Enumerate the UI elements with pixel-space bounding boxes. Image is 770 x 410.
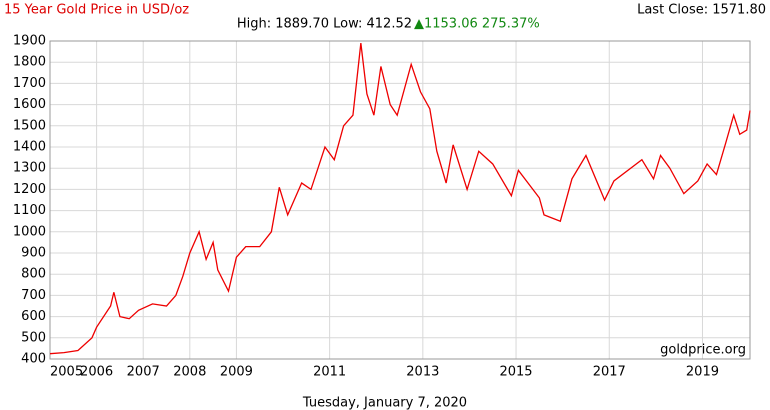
y-tick-label: 1200 — [13, 182, 46, 197]
y-tick-label: 1500 — [13, 118, 46, 133]
subtitle: High: 1889.70 Low: 412.52 — [237, 17, 412, 32]
y-tick-label: 600 — [21, 309, 46, 324]
y-tick-label: 1000 — [13, 224, 46, 239]
x-tick-label: 2008 — [173, 365, 206, 380]
x-tick-label: 2013 — [406, 365, 439, 380]
x-tick-label: 2011 — [313, 365, 346, 380]
chart-title: 15 Year Gold Price in USD/oz — [4, 3, 189, 18]
x-tick-label: 2006 — [80, 365, 113, 380]
price-line — [49, 43, 751, 355]
plot-border — [49, 40, 751, 360]
y-tick-label: 700 — [21, 288, 46, 303]
y-tick-label: 1800 — [13, 55, 46, 70]
last-close: Last Close: 1571.80 — [637, 3, 766, 18]
y-tick-label: 1100 — [13, 203, 46, 218]
y-tick-label: 1300 — [13, 161, 46, 176]
x-axis-label: Tuesday, January 7, 2020 — [302, 396, 467, 410]
y-tick-label: 1600 — [13, 97, 46, 112]
watermark: goldprice.org — [660, 343, 746, 358]
x-tick-label: 2009 — [220, 365, 253, 380]
x-tick-label: 2007 — [127, 365, 160, 380]
y-tick-label: 500 — [21, 330, 46, 345]
y-tick-label: 1400 — [13, 140, 46, 155]
y-tick-label: 800 — [21, 267, 46, 282]
change: ▲1153.06 275.37% — [414, 17, 540, 32]
y-tick-label: 400 — [21, 352, 46, 367]
x-tick-label: 2019 — [686, 365, 719, 380]
x-tick-label: 2017 — [593, 365, 626, 380]
y-tick-label: 1700 — [13, 76, 46, 91]
x-tick-label: 2015 — [499, 365, 532, 380]
x-tick-label: 2005 — [50, 365, 83, 380]
y-tick-label: 1900 — [13, 34, 46, 49]
y-tick-label: 900 — [21, 246, 46, 261]
